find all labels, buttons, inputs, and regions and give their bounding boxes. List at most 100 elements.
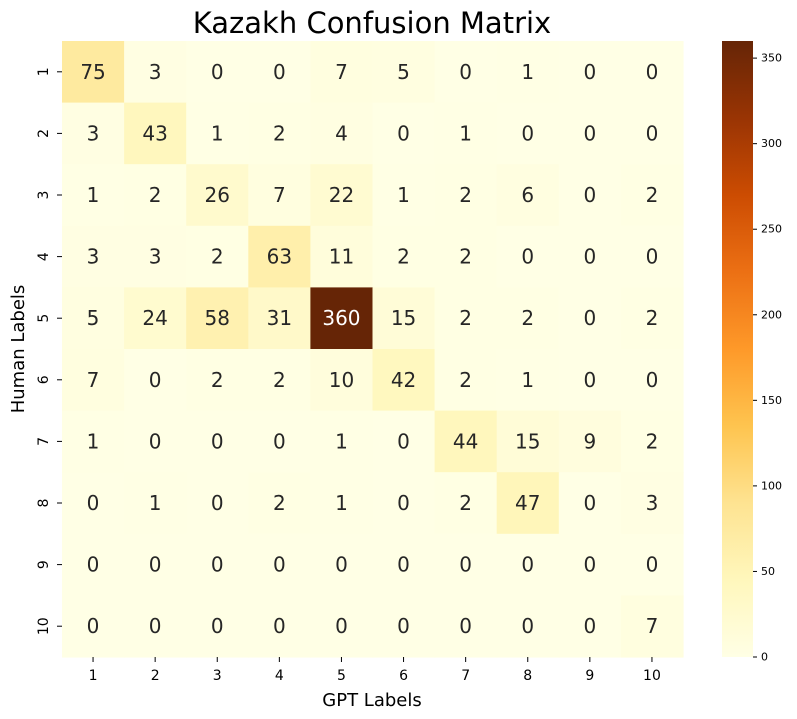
heatmap-cell (434, 41, 498, 104)
heatmap-cell (186, 287, 249, 350)
y-tick-label: 5 (36, 314, 52, 323)
cell-value-label: 0 (583, 245, 596, 269)
heatmap-cells (62, 41, 684, 658)
heatmap-cell (310, 102, 374, 165)
heatmap-cell (310, 410, 374, 473)
heatmap-cell (496, 102, 560, 165)
cell-value-label: 0 (273, 429, 286, 453)
cell-value-label: 0 (211, 60, 224, 84)
cell-value-label: 0 (583, 368, 596, 392)
heatmap-cell (558, 595, 622, 658)
heatmap-cell (124, 472, 187, 535)
heatmap-cell (248, 349, 311, 412)
cell-value-label: 3 (646, 491, 659, 515)
cell-value-label: 7 (87, 368, 100, 392)
colorbar-tick-label: 150 (761, 394, 782, 407)
cell-value-label: 0 (273, 614, 286, 638)
heatmap-cell (248, 533, 311, 596)
heatmap-cell (62, 287, 125, 350)
cell-value-label: 31 (267, 306, 292, 330)
heatmap-cell (186, 102, 249, 165)
heatmap-cell (62, 102, 125, 165)
heatmap-cell (248, 164, 311, 227)
cell-value-label: 0 (397, 491, 410, 515)
heatmap-cell (248, 287, 311, 350)
heatmap-cell (372, 41, 436, 104)
heatmap-cell (248, 472, 311, 535)
heatmap-cell (434, 225, 498, 288)
cell-value-label: 0 (87, 614, 100, 638)
heatmap-cell (124, 41, 187, 104)
cell-value-label: 0 (646, 368, 659, 392)
heatmap-cell (434, 472, 498, 535)
heatmap-cell (310, 164, 374, 227)
cell-value-label: 58 (205, 306, 230, 330)
cell-value-label: 0 (646, 553, 659, 577)
heatmap-cell (434, 287, 498, 350)
cell-value-label: 9 (583, 429, 596, 453)
heatmap-cell (558, 349, 622, 412)
cell-value-label: 3 (149, 245, 162, 269)
colorbar-tick-label: 100 (761, 479, 782, 492)
heatmap-cell (372, 102, 436, 165)
heatmap-cell (434, 349, 498, 412)
y-tick-label: 10 (36, 617, 52, 635)
cell-value-label: 2 (211, 368, 224, 392)
heatmap-cell (124, 410, 187, 473)
cell-value-label: 0 (459, 614, 472, 638)
heatmap-cell (372, 225, 436, 288)
cell-value-label: 1 (335, 491, 348, 515)
heatmap-cell (558, 533, 622, 596)
heatmap-cell (558, 225, 622, 288)
cell-value-label: 0 (459, 553, 472, 577)
heatmap-cell (62, 595, 125, 658)
heatmap-cell (310, 225, 374, 288)
heatmap-cell (496, 533, 560, 596)
heatmap-cell (124, 164, 187, 227)
cell-value-label: 0 (459, 60, 472, 84)
cell-value-label: 0 (521, 245, 534, 269)
cell-value-label: 2 (273, 121, 286, 145)
cell-value-label: 3 (87, 121, 100, 145)
heatmap-cell (186, 349, 249, 412)
y-tick-label: 6 (36, 375, 52, 384)
cell-value-label: 0 (583, 306, 596, 330)
cell-value-label: 10 (329, 368, 354, 392)
heatmap-cell (372, 472, 436, 535)
heatmap-cell (434, 410, 498, 473)
cell-value-label: 0 (149, 553, 162, 577)
cell-value-label: 0 (335, 614, 348, 638)
heatmap-cell (620, 410, 684, 473)
cell-value-label: 42 (391, 368, 416, 392)
cell-value-label: 0 (149, 429, 162, 453)
heatmap-cell (558, 472, 622, 535)
cell-value-label: 0 (646, 121, 659, 145)
cell-value-label: 0 (583, 491, 596, 515)
heatmap-cell (434, 533, 498, 596)
colorbar-tick-label: 250 (761, 223, 782, 236)
colorbar-tick-label: 300 (761, 137, 782, 150)
heatmap-cell (372, 410, 436, 473)
x-tick-label: 5 (337, 668, 346, 684)
heatmap-cell (558, 287, 622, 350)
heatmap-cell (186, 225, 249, 288)
cell-value-label: 47 (515, 491, 540, 515)
cell-value-label: 1 (397, 183, 410, 207)
heatmap-cell (62, 472, 125, 535)
heatmap-cell (310, 41, 374, 104)
heatmap-cell (310, 533, 374, 596)
heatmap-cell (310, 349, 374, 412)
cell-value-label: 2 (459, 491, 472, 515)
y-axis-label: Human Labels (8, 285, 29, 414)
heatmap-cell (496, 164, 560, 227)
cell-value-label: 0 (646, 60, 659, 84)
cell-value-label: 1 (521, 368, 534, 392)
heatmap-cell (310, 287, 374, 350)
heatmap-cell (558, 102, 622, 165)
cell-value-label: 5 (397, 60, 410, 84)
heatmap-cell (248, 41, 311, 104)
heatmap-cell (496, 349, 560, 412)
y-tick-label: 8 (36, 499, 52, 508)
y-tick-label: 2 (36, 129, 52, 138)
